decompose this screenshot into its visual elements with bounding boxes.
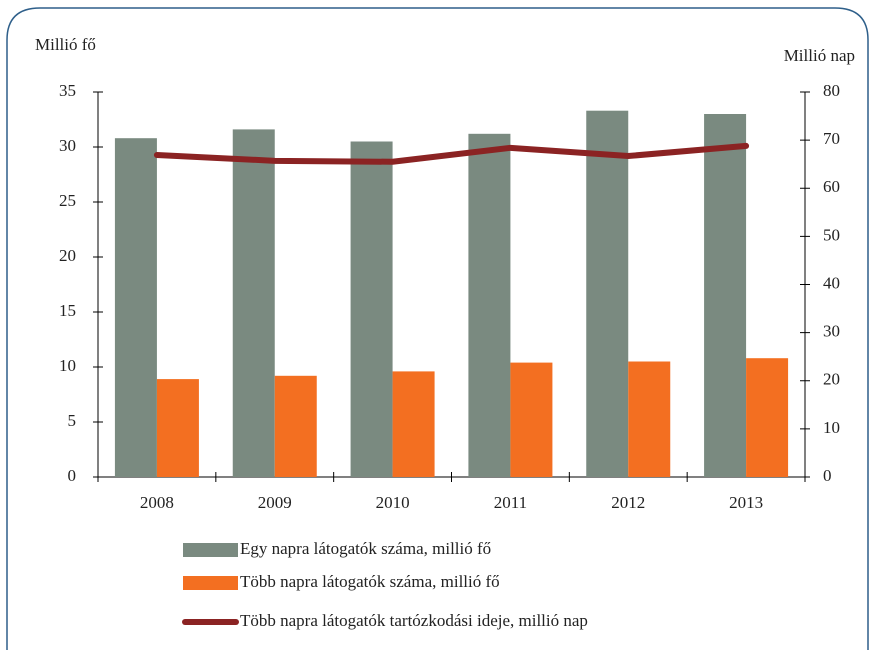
y2-tick-label: 70: [823, 129, 840, 148]
bar: [350, 141, 393, 477]
legend-label: Több napra látogatók száma, millió fő: [240, 572, 500, 591]
y2-tick-label: 30: [823, 322, 840, 341]
y2-tick-label: 0: [823, 466, 832, 485]
x-tick-label: 2012: [611, 493, 645, 512]
bar: [704, 114, 747, 477]
bar: [468, 133, 511, 478]
y2-tick-label: 80: [823, 81, 840, 100]
bar: [746, 358, 789, 477]
y2-tick-label: 50: [823, 225, 840, 244]
y-tick-label: 30: [59, 136, 76, 155]
y-tick-label: 15: [59, 301, 76, 320]
legend-label: Egy napra látogatók száma, millió fő: [240, 539, 491, 558]
y2-tick-label: 10: [823, 418, 840, 437]
frame: [6, 7, 869, 650]
x-tick-label: 2009: [258, 493, 292, 512]
bar: [510, 362, 553, 477]
y-tick-label: 0: [68, 466, 77, 485]
x-tick-label: 2011: [494, 493, 527, 512]
y-tick-label: 5: [68, 411, 77, 430]
x-tick-label: 2010: [376, 493, 410, 512]
y-tick-label: 10: [59, 356, 76, 375]
x-tick-label: 2008: [140, 493, 174, 512]
bar: [274, 375, 317, 477]
y-tick-label: 35: [59, 81, 76, 100]
line: [153, 142, 750, 165]
y2-tick-label: 40: [823, 273, 840, 292]
y2-tick-label: 20: [823, 370, 840, 389]
y-tick-label: 20: [59, 246, 76, 265]
y2-axis-label: Millió nap: [784, 46, 855, 65]
x-tick-label: 2013: [729, 493, 763, 512]
bar: [628, 361, 671, 477]
legend-label: Több napra látogatók tartózkodási ideje,…: [240, 611, 588, 630]
bar: [586, 110, 629, 477]
bar: [156, 379, 199, 477]
y-tick-label: 25: [59, 191, 76, 210]
legend-swatch: [183, 543, 238, 557]
y-axis-label: Millió fő: [35, 35, 96, 54]
bar: [392, 371, 435, 477]
y2-tick-label: 60: [823, 177, 840, 196]
bar: [232, 129, 275, 477]
legend-swatch: [183, 576, 238, 590]
bar: [114, 138, 157, 477]
